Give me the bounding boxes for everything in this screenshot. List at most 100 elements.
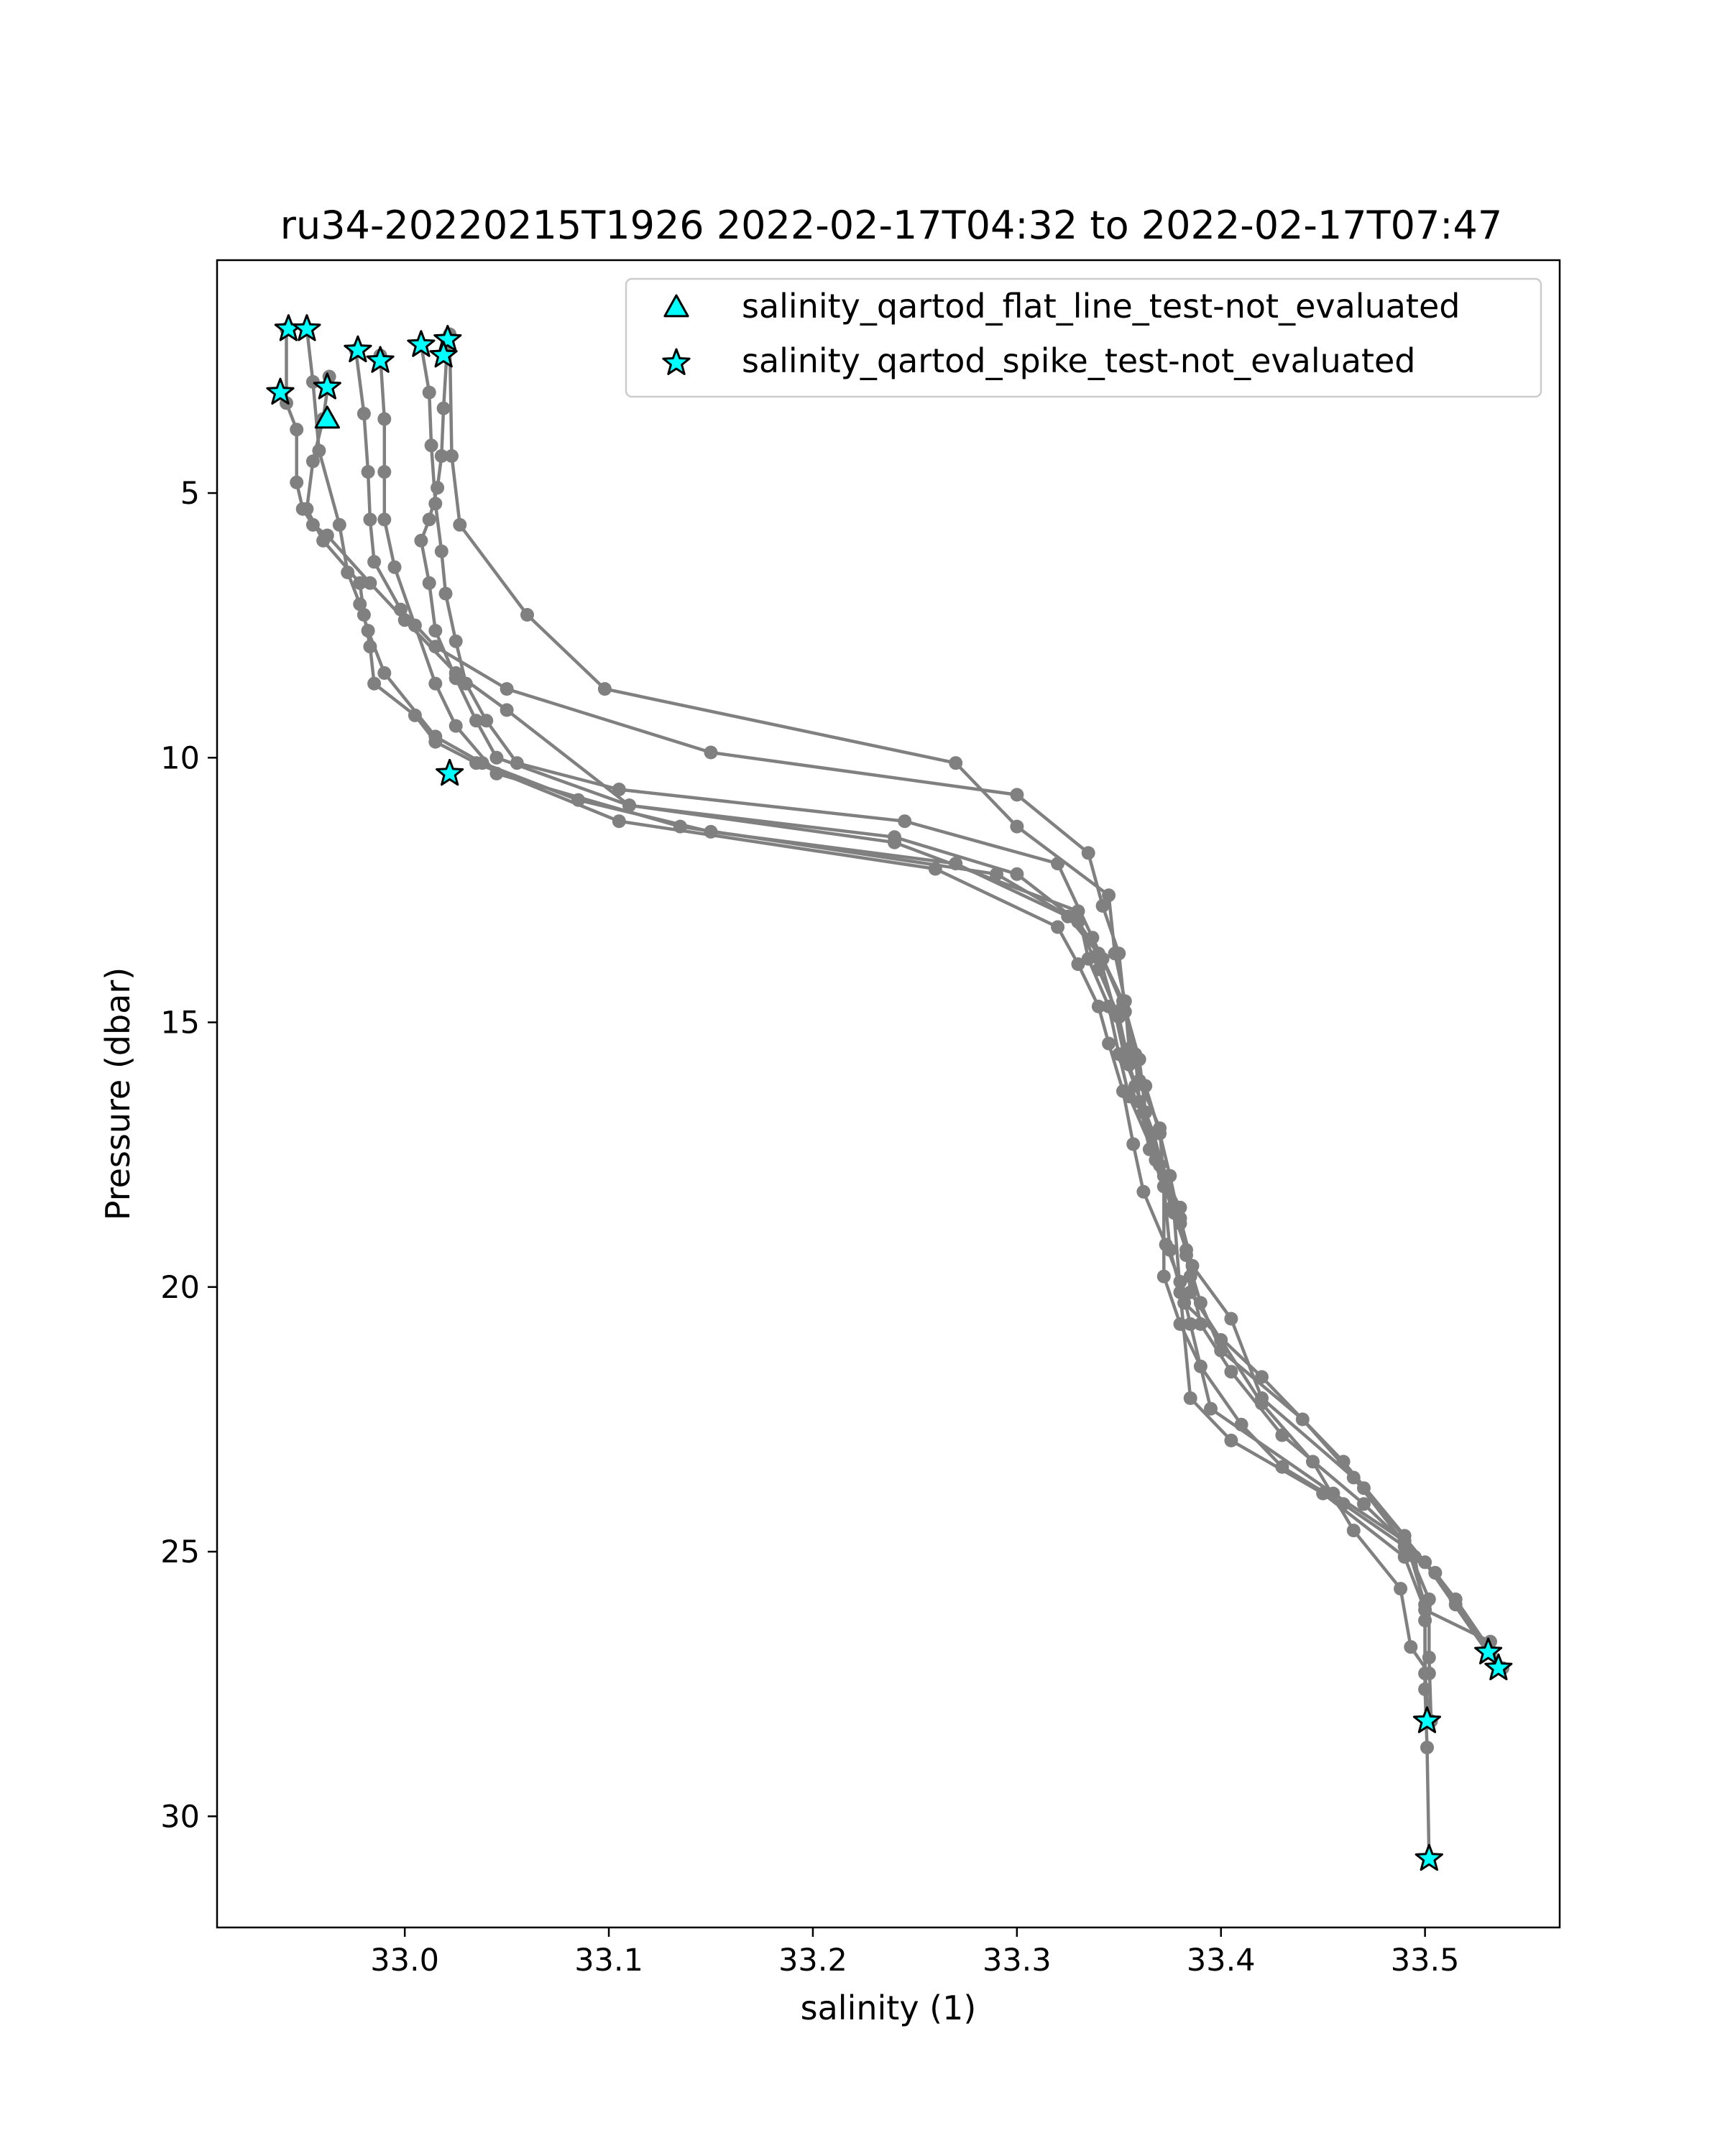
profile-point <box>1183 1317 1197 1331</box>
profile-point <box>424 438 438 453</box>
profile-point <box>500 703 514 717</box>
y-axis-label: Pressure (dbar) <box>98 967 137 1220</box>
legend-entry-spike: salinity_qartod_spike_test-not_evaluated <box>742 341 1415 380</box>
x-tick-label: 33.5 <box>1391 1943 1460 1978</box>
y-axis-ticks: 5 10 15 20 25 30 <box>160 476 217 1835</box>
profile-point <box>1136 1105 1151 1120</box>
x-axis-label: salinity (1) <box>801 1989 977 2027</box>
spike-test-star-marker <box>407 330 436 357</box>
y-tick-label: 10 <box>160 740 200 776</box>
profile-point <box>448 634 463 648</box>
profile-point <box>489 750 504 765</box>
profile-line <box>419 344 1431 1859</box>
profile-point <box>341 566 355 579</box>
profile-point <box>453 517 467 532</box>
profile-point <box>1224 1365 1238 1379</box>
profile-point <box>1122 1041 1136 1056</box>
profile-point <box>1010 867 1024 881</box>
legend: salinity_qartod_flat_line_test-not_evalu… <box>625 277 1542 398</box>
x-tick-label: 33.0 <box>370 1943 439 1978</box>
profile-line <box>419 339 1500 1669</box>
profile-point <box>316 533 331 548</box>
profile-point <box>1224 1312 1238 1326</box>
profile-point <box>673 819 687 834</box>
spike-test-star-marker <box>1474 1637 1503 1664</box>
profile-point <box>1224 1433 1238 1447</box>
profile-point <box>377 512 392 527</box>
profile-point <box>367 555 382 569</box>
star-glyph <box>662 348 691 375</box>
profile-point <box>300 502 314 516</box>
spike-test-star-marker <box>433 325 462 352</box>
profile-point <box>1085 931 1100 945</box>
profile-point <box>489 766 504 780</box>
profile-point <box>479 714 494 728</box>
profile-point <box>1418 1613 1432 1628</box>
profile-point <box>290 423 304 437</box>
profile-point <box>422 512 436 527</box>
profile-point <box>1295 1412 1310 1427</box>
flat-line-test-triangle-marker <box>314 405 340 429</box>
profile-point <box>1420 1741 1434 1755</box>
profile-point <box>1010 819 1024 834</box>
profile-point <box>1183 1391 1197 1405</box>
profile-point <box>445 449 459 463</box>
profile-point <box>1156 1269 1171 1284</box>
profile-point <box>1091 962 1105 977</box>
profile-point <box>1255 1391 1269 1405</box>
profile-point <box>704 745 718 760</box>
profile-point <box>1149 1153 1163 1167</box>
profile-point <box>1118 994 1132 1008</box>
flag-markers <box>266 314 1513 1871</box>
profile-point <box>469 714 483 728</box>
profile-point <box>356 407 371 421</box>
profile-point <box>367 676 382 691</box>
profile-point <box>1428 1566 1443 1580</box>
profile-point <box>459 676 473 691</box>
profile-point <box>888 830 901 844</box>
profile-point <box>431 481 445 495</box>
profile-point <box>1394 1582 1408 1596</box>
profile-point <box>428 676 443 691</box>
profile-point <box>1183 1269 1197 1284</box>
profile-point <box>422 385 436 400</box>
profile-point <box>377 465 392 479</box>
profile-point <box>1126 1137 1141 1151</box>
spike-test-star-marker <box>436 758 464 786</box>
profile-point <box>622 798 636 813</box>
profile-point <box>1136 1184 1151 1199</box>
legend-triangle-marker <box>663 294 689 318</box>
profile-point <box>1071 957 1085 972</box>
spike-test-star-marker <box>429 341 458 368</box>
profile-point <box>436 401 451 415</box>
profile-point <box>500 682 514 696</box>
profile-point <box>408 708 422 722</box>
profile-point <box>414 533 428 548</box>
profile-point <box>387 560 402 574</box>
profile-6 <box>414 338 1436 1866</box>
x-tick-label: 33.1 <box>574 1943 643 1978</box>
profile-point <box>1214 1343 1228 1358</box>
profile-point <box>597 682 612 696</box>
profile-point <box>1346 1524 1361 1538</box>
y-tick-label: 5 <box>180 476 200 512</box>
profile-point <box>1116 1084 1130 1098</box>
x-tick-label: 33.2 <box>778 1943 847 1978</box>
profile-point <box>408 618 422 632</box>
x-tick-label: 33.3 <box>983 1943 1052 1978</box>
profile-point <box>363 576 377 590</box>
profile-point <box>434 544 448 558</box>
profile-point <box>1108 946 1122 961</box>
profile-point <box>434 449 448 463</box>
profile-point <box>1051 920 1065 934</box>
profile-point <box>1357 1497 1371 1511</box>
chart-title: ru34-20220215T1926 2022-02-17T04:32 to 2… <box>280 203 1502 248</box>
profile-point <box>356 608 371 622</box>
profile-point <box>1163 1169 1177 1183</box>
profile-point <box>612 814 626 829</box>
profile-point <box>363 512 377 527</box>
profile-point <box>448 719 463 733</box>
triangle-glyph <box>663 294 689 318</box>
spike-test-star-marker <box>366 346 395 373</box>
